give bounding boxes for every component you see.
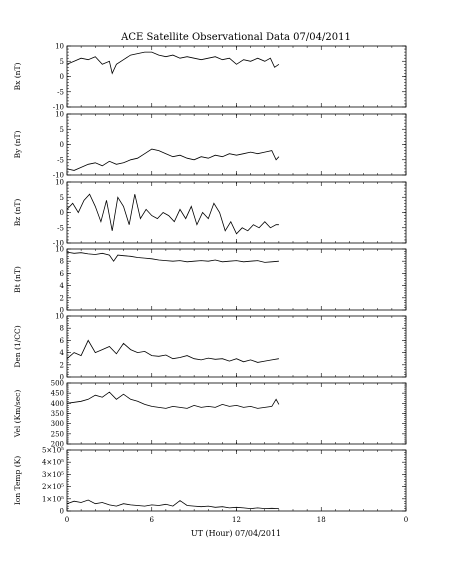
y-tick-label: 500: [51, 380, 64, 388]
y-tick-label: -10: [53, 240, 64, 248]
x-tick-label: 18: [317, 516, 326, 524]
x-tick-label: 12: [232, 516, 241, 524]
y-tick-label: 10: [55, 43, 64, 51]
y-tick-label: 0: [60, 508, 64, 516]
series-line: [66, 148, 280, 171]
series-line: [66, 193, 279, 235]
x-axis-label: UT (Hour) 07/04/2011: [191, 529, 281, 538]
y-tick-label: 200: [51, 441, 64, 449]
y-tick-label: 300: [51, 420, 64, 428]
y-axis-label: Bt (nT): [13, 266, 22, 293]
y-tick-label: 0: [60, 209, 64, 217]
chart-panels: 10 5 0 -5 -10 Bx (nT) 10 5 0 -5 -10 By (nT) 10 5 0 -5 -1…: [13, 43, 408, 525]
y-tick-label: 450: [51, 390, 64, 398]
y-tick-label: 1×10⁵: [42, 495, 64, 503]
panel-frame: [66, 113, 407, 176]
y-tick-label: 10: [55, 111, 64, 119]
panel-4: 10 8 6 4 2 0 Den (1/CC): [13, 313, 407, 382]
x-tick-label: 0: [65, 516, 69, 524]
x-tick-label: 0: [404, 516, 408, 524]
y-tick-label: 2×10⁵: [42, 483, 64, 491]
y-tick-label: -10: [53, 104, 64, 112]
y-tick-label: -5: [57, 156, 64, 164]
y-tick-label: 8: [60, 258, 64, 266]
y-tick-label: -10: [53, 172, 64, 180]
y-tick-label: 5: [60, 194, 64, 202]
series-line: [66, 499, 279, 510]
y-tick-label: 0: [60, 73, 64, 81]
y-tick-label: 3×10⁵: [42, 471, 64, 479]
series-line: [66, 251, 279, 263]
y-tick-label: 350: [51, 410, 64, 418]
chart-title: ACE Satellite Observational Data 07/04/2…: [120, 32, 351, 43]
panel-frame: [66, 315, 407, 378]
panel-frame: [66, 248, 407, 311]
y-tick-label: 0: [60, 307, 64, 315]
panel-frame: [66, 45, 407, 108]
y-tick-label: -5: [57, 224, 64, 232]
y-tick-label: 10: [55, 246, 64, 254]
y-axis-label: Ion Temp (K): [13, 456, 22, 505]
y-tick-label: 6: [60, 270, 65, 278]
y-tick-label: 0: [60, 374, 64, 382]
panel-0: 10 5 0 -5 -10 Bx (nT): [13, 43, 407, 112]
panel-6: 5×10⁵ 4×10⁵ 3×10⁵ 2×10⁵ 1×10⁵ 0 Ion Temp (K): [13, 447, 407, 516]
y-tick-label: 4: [60, 282, 65, 290]
panel-1: 10 5 0 -5 -10 By (nT): [13, 111, 407, 180]
y-axis-label: Vel (Km/sec): [13, 390, 22, 439]
x-tick-label: 6: [150, 516, 155, 524]
y-tick-label: 250: [51, 430, 64, 438]
series-line: [66, 51, 280, 75]
y-tick-label: 5: [60, 58, 64, 66]
y-tick-label: 8: [60, 325, 64, 333]
y-tick-label: 0: [60, 141, 64, 149]
y-axis-label: By (nT): [13, 131, 22, 159]
panel-5: 500 450 400 350 300 250 200 Vel (Km/sec): [13, 380, 407, 449]
panel-2: 10 5 0 -5 -10 Bz (nT): [13, 179, 407, 248]
y-tick-label: 4×10⁵: [42, 459, 64, 467]
y-tick-label: 400: [51, 400, 64, 408]
series-line: [66, 391, 280, 409]
y-tick-label: 10: [55, 313, 64, 321]
y-axis-label: Bz (nT): [13, 199, 22, 227]
y-tick-label: 5×10⁵: [42, 447, 64, 455]
y-tick-label: -5: [57, 88, 64, 96]
y-tick-label: 2: [60, 294, 64, 302]
y-tick-label: 10: [55, 179, 64, 187]
series-line: [66, 339, 279, 363]
y-tick-label: 5: [60, 126, 64, 134]
panel-frame: [66, 382, 407, 445]
y-tick-label: 2: [60, 361, 64, 369]
panel-3: 10 8 6 4 2 0 Bt (nT): [13, 246, 407, 315]
panel-frame: [66, 449, 407, 512]
y-axis-label: Den (1/CC): [13, 325, 22, 367]
y-tick-label: 4: [60, 349, 65, 357]
y-tick-label: 6: [60, 337, 65, 345]
y-axis-label: Bx (nT): [13, 63, 22, 91]
